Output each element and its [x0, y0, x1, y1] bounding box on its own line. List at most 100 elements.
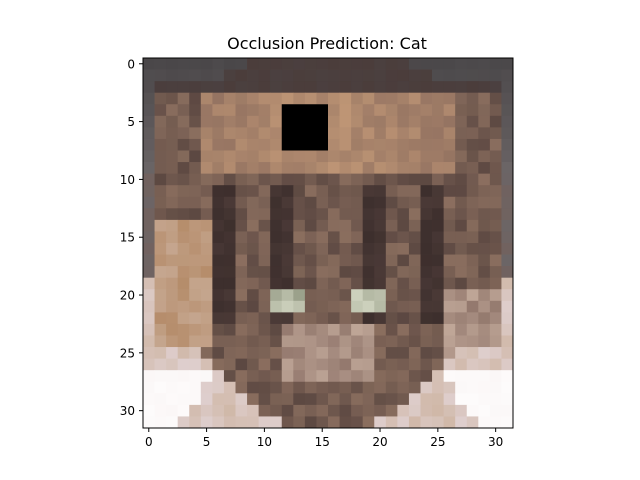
pixel: [281, 358, 294, 371]
pixel: [374, 219, 387, 232]
pixel: [223, 335, 236, 348]
pixel: [281, 58, 294, 70]
pixel: [397, 115, 410, 128]
pixel: [189, 347, 202, 360]
pixel: [466, 323, 479, 336]
pixel: [501, 416, 514, 429]
pixel: [247, 335, 260, 348]
pixel: [281, 254, 294, 267]
pixel: [316, 347, 329, 360]
pixel: [316, 243, 329, 255]
pixel: [212, 370, 225, 383]
pixel: [339, 115, 352, 128]
pixel: [362, 92, 375, 105]
x-tick-label: 25: [430, 435, 445, 449]
pixel: [154, 289, 167, 302]
pixel: [501, 162, 514, 175]
pixel: [235, 208, 248, 221]
pixel: [351, 323, 364, 336]
pixel: [328, 335, 340, 348]
pixel: [270, 104, 283, 117]
pixel: [397, 254, 410, 267]
pixel: [374, 370, 387, 383]
pixel: [258, 81, 271, 94]
pixel: [328, 92, 340, 105]
pixel: [304, 254, 317, 267]
pixel: [328, 162, 340, 175]
pixel: [166, 300, 179, 313]
pixel: [281, 69, 294, 82]
pixel: [247, 150, 260, 163]
pixel: [374, 138, 387, 151]
pixel: [455, 323, 468, 336]
pixel: [385, 69, 398, 82]
pixel: [143, 416, 155, 429]
pixel: [258, 185, 271, 198]
pixel: [200, 312, 213, 325]
pixel: [328, 231, 340, 244]
pixel: [432, 358, 445, 371]
pixel: [143, 162, 155, 175]
pixel: [258, 416, 271, 429]
pixel: [420, 185, 433, 198]
pixel: [304, 335, 317, 348]
pixel: [166, 289, 179, 302]
pixel: [200, 289, 213, 302]
pixel: [420, 162, 433, 175]
pixel: [443, 370, 456, 383]
pixel: [501, 381, 514, 394]
pixel: [328, 69, 340, 82]
pixel: [212, 381, 225, 394]
pixel: [235, 58, 248, 70]
pixel: [177, 58, 190, 70]
pixel: [223, 358, 236, 371]
pixel: [270, 358, 283, 371]
pixel: [200, 243, 213, 255]
pixel: [223, 185, 236, 198]
pixel: [351, 289, 364, 302]
pixel: [466, 208, 479, 221]
pixel: [258, 104, 271, 117]
pixel: [362, 266, 375, 279]
pixel: [455, 231, 468, 244]
pixel: [189, 289, 202, 302]
pixel: [501, 58, 514, 70]
pixel: [351, 266, 364, 279]
pixel: [385, 277, 398, 290]
pixel: [408, 104, 421, 117]
pixel: [443, 254, 456, 267]
pixel: [397, 173, 410, 186]
pixel: [281, 300, 294, 313]
pixel: [270, 138, 283, 151]
pixel: [304, 196, 317, 209]
pixel: [258, 312, 271, 325]
pixel: [154, 127, 167, 140]
pixel: [166, 381, 179, 394]
pixel: [455, 393, 468, 406]
pixel: [189, 254, 202, 267]
pixel: [351, 312, 364, 325]
pixel: [374, 104, 387, 117]
pixel: [397, 150, 410, 163]
pixel: [247, 323, 260, 336]
pixel: [270, 393, 283, 406]
pixel: [362, 138, 375, 151]
pixel: [408, 115, 421, 128]
pixel: [443, 115, 456, 128]
pixel: [489, 289, 502, 302]
pixel: [478, 58, 491, 70]
pixel: [223, 58, 236, 70]
pixel: [212, 393, 225, 406]
pixel: [166, 312, 179, 325]
pixel: [432, 58, 445, 70]
pixel: [339, 289, 352, 302]
pixel: [200, 404, 213, 417]
pixel: [455, 173, 468, 186]
pixel: [501, 219, 514, 232]
pixel: [351, 150, 364, 163]
pixel: [339, 254, 352, 267]
pixel: [466, 219, 479, 232]
pixel: [235, 231, 248, 244]
pixel: [270, 208, 283, 221]
pixel: [408, 127, 421, 140]
